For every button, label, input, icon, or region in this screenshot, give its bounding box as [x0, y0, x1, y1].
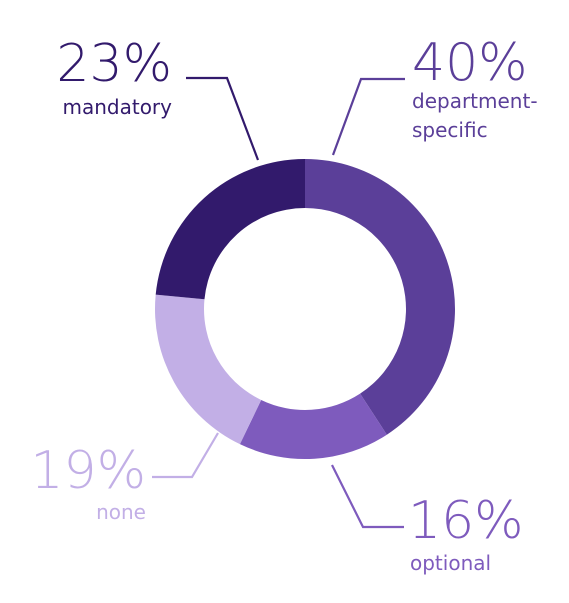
slice-value-optional: 16% — [408, 491, 524, 551]
slice-value-none: 19% — [30, 441, 146, 501]
slice-label-department-specific-line2: specific — [412, 118, 488, 142]
slice-label-none: none — [96, 500, 146, 524]
slice-label-department-specific-line1: department- — [412, 89, 538, 113]
slice-label-optional: optional — [410, 551, 491, 575]
slice-mandatory — [155, 159, 305, 300]
leader-line-none — [152, 432, 219, 479]
slice-none — [155, 294, 262, 445]
slice-department-specific — [305, 159, 455, 435]
slice-value-mandatory: 23% — [56, 34, 172, 94]
leader-line-department-specific — [331, 77, 405, 156]
slice-label-mandatory: mandatory — [62, 95, 172, 119]
leader-line-mandatory — [186, 76, 260, 161]
leader-lines — [152, 76, 405, 529]
slice-optional — [239, 393, 387, 459]
donut-slices — [155, 159, 455, 459]
leader-line-optional — [331, 464, 404, 529]
slice-value-department-specific: 40% — [412, 33, 528, 93]
